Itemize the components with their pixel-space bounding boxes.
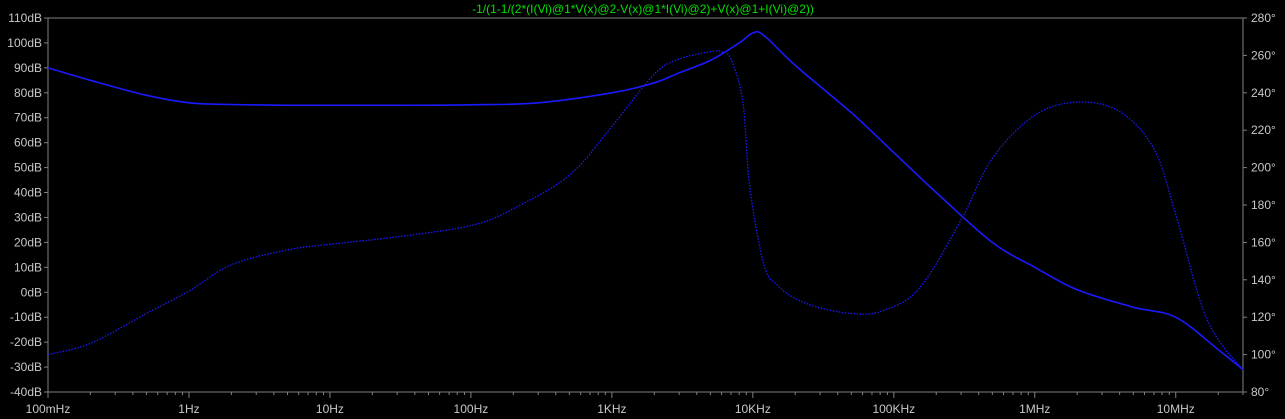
y-right-tick-label: 140° bbox=[1251, 273, 1276, 287]
magnitude-trace bbox=[47, 30, 1244, 371]
y-left-tick-label: -30dB bbox=[10, 360, 42, 374]
y-left-tick-label: 70dB bbox=[14, 111, 42, 125]
y-right-tick-label: 160° bbox=[1251, 235, 1276, 249]
x-tick-label: 100Hz bbox=[454, 402, 489, 416]
data-series bbox=[47, 30, 1244, 371]
x-tick-label: 1KHz bbox=[597, 402, 626, 416]
x-tick-label: 1Hz bbox=[178, 402, 199, 416]
y-right-tick-label: 280° bbox=[1251, 11, 1276, 25]
y-left-tick-label: -20dB bbox=[10, 335, 42, 349]
y-right-tick-label: 260° bbox=[1251, 48, 1276, 62]
y-right-tick-label: 200° bbox=[1251, 161, 1276, 175]
y-right-tick-label: 120° bbox=[1251, 310, 1276, 324]
x-tick-label: 1MHz bbox=[1019, 402, 1050, 416]
x-tick-label: 10KHz bbox=[735, 402, 771, 416]
x-tick-label: 10MHz bbox=[1157, 402, 1195, 416]
y-right-tick-label: 100° bbox=[1251, 348, 1276, 362]
y-right-tick-label: 240° bbox=[1251, 86, 1276, 100]
y-left-tick-label: 0dB bbox=[21, 285, 42, 299]
y-left-tick-label: -40dB bbox=[10, 385, 42, 399]
y-right-tick-label: 80° bbox=[1251, 385, 1269, 399]
y-left-tick-label: 100dB bbox=[7, 36, 42, 50]
y-left-tick-label: 30dB bbox=[14, 210, 42, 224]
axis-ticks: 100mHz 1Hz 10Hz 100Hz 1KHz 10KHz 100KHz 1MHz 10M… bbox=[7, 11, 1276, 416]
y-left-tick-label: 90dB bbox=[14, 61, 42, 75]
y-right-tick-label: 220° bbox=[1251, 123, 1276, 137]
y-left-tick-label: 60dB bbox=[14, 136, 42, 150]
y-left-tick-label: -10dB bbox=[10, 310, 42, 324]
y-left-tick-label: 10dB bbox=[14, 260, 42, 274]
y-left-tick-label: 20dB bbox=[14, 235, 42, 249]
plot-title: -1/(1-1/(2*(I(Vi)@1*V(x)@2-V(x)@1*I(Vi)@… bbox=[472, 2, 814, 16]
y-left-tick-label: 110dB bbox=[8, 11, 42, 25]
y-left-tick-label: 50dB bbox=[14, 161, 42, 175]
x-tick-label: 10Hz bbox=[316, 402, 344, 416]
x-tick-label: 100mHz bbox=[26, 402, 71, 416]
y-left-tick-label: 80dB bbox=[14, 86, 42, 100]
y-left-tick-label: 40dB bbox=[14, 186, 42, 200]
y-right-tick-label: 180° bbox=[1251, 198, 1276, 212]
phase-trace bbox=[47, 50, 1244, 371]
x-tick-label: 100KHz bbox=[872, 402, 915, 416]
